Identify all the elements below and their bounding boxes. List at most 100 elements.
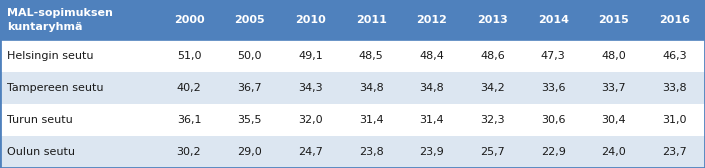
Text: 31,4: 31,4 — [419, 115, 444, 125]
Bar — [644, 0, 705, 40]
Bar — [341, 136, 401, 168]
Bar — [523, 72, 584, 104]
Bar — [159, 136, 219, 168]
Bar — [462, 0, 523, 40]
Text: 33,7: 33,7 — [601, 83, 626, 93]
Text: 22,9: 22,9 — [541, 147, 565, 157]
Text: 2014: 2014 — [538, 15, 569, 25]
Text: 2015: 2015 — [599, 15, 630, 25]
Text: 24,7: 24,7 — [298, 147, 323, 157]
Bar — [280, 104, 341, 136]
Bar — [644, 40, 705, 72]
Text: 30,4: 30,4 — [601, 115, 626, 125]
Text: 2010: 2010 — [295, 15, 326, 25]
Text: 24,0: 24,0 — [601, 147, 626, 157]
Bar — [584, 104, 644, 136]
Bar — [219, 104, 280, 136]
Text: 51,0: 51,0 — [177, 51, 201, 61]
Bar — [341, 104, 401, 136]
Text: Turun seutu: Turun seutu — [7, 115, 73, 125]
Text: 30,6: 30,6 — [541, 115, 565, 125]
Text: 48,0: 48,0 — [601, 51, 626, 61]
Bar — [401, 40, 462, 72]
Bar — [644, 136, 705, 168]
Bar — [523, 136, 584, 168]
Text: 34,2: 34,2 — [480, 83, 505, 93]
Bar — [159, 40, 219, 72]
Text: 48,5: 48,5 — [359, 51, 384, 61]
Text: 32,0: 32,0 — [298, 115, 323, 125]
Text: MAL-sopimuksen
kuntaryhmä: MAL-sopimuksen kuntaryhmä — [7, 8, 113, 32]
Text: 29,0: 29,0 — [238, 147, 262, 157]
Bar — [280, 72, 341, 104]
Bar — [462, 72, 523, 104]
Bar — [341, 0, 401, 40]
Text: Oulun seutu: Oulun seutu — [7, 147, 75, 157]
Text: 23,7: 23,7 — [662, 147, 687, 157]
Bar — [401, 136, 462, 168]
Text: 49,1: 49,1 — [298, 51, 323, 61]
Text: 31,4: 31,4 — [359, 115, 384, 125]
Bar — [584, 0, 644, 40]
Bar — [280, 40, 341, 72]
Bar — [644, 104, 705, 136]
Bar — [341, 72, 401, 104]
Text: 34,8: 34,8 — [419, 83, 444, 93]
Bar — [341, 40, 401, 72]
Text: 2012: 2012 — [417, 15, 447, 25]
Text: 35,5: 35,5 — [238, 115, 262, 125]
Bar — [0, 0, 159, 40]
Bar — [219, 136, 280, 168]
Bar — [462, 40, 523, 72]
Text: 2011: 2011 — [355, 15, 386, 25]
Bar — [280, 0, 341, 40]
Text: 2013: 2013 — [477, 15, 508, 25]
Text: 33,6: 33,6 — [541, 83, 565, 93]
Text: 47,3: 47,3 — [541, 51, 565, 61]
Bar — [401, 72, 462, 104]
Text: 36,1: 36,1 — [177, 115, 201, 125]
Bar — [462, 136, 523, 168]
Text: 2016: 2016 — [659, 15, 690, 25]
Text: 31,0: 31,0 — [663, 115, 687, 125]
Bar — [159, 104, 219, 136]
Text: 46,3: 46,3 — [662, 51, 687, 61]
Text: 23,8: 23,8 — [359, 147, 384, 157]
Bar — [523, 40, 584, 72]
Bar — [219, 0, 280, 40]
Bar — [0, 104, 159, 136]
Bar — [584, 40, 644, 72]
Text: 30,2: 30,2 — [177, 147, 202, 157]
Bar — [159, 0, 219, 40]
Text: Helsingin seutu: Helsingin seutu — [7, 51, 94, 61]
Text: 40,2: 40,2 — [177, 83, 202, 93]
Bar — [401, 0, 462, 40]
Text: Tampereen seutu: Tampereen seutu — [7, 83, 104, 93]
Text: 36,7: 36,7 — [238, 83, 262, 93]
Bar — [401, 104, 462, 136]
Text: 48,6: 48,6 — [480, 51, 505, 61]
Bar — [523, 104, 584, 136]
Bar — [0, 136, 159, 168]
Bar — [0, 40, 159, 72]
Bar — [523, 0, 584, 40]
Text: 2005: 2005 — [234, 15, 265, 25]
Text: 34,8: 34,8 — [359, 83, 384, 93]
Text: 48,4: 48,4 — [419, 51, 444, 61]
Text: 34,3: 34,3 — [298, 83, 323, 93]
Text: 33,8: 33,8 — [662, 83, 687, 93]
Text: 2000: 2000 — [173, 15, 204, 25]
Text: 23,9: 23,9 — [419, 147, 444, 157]
Bar — [0, 72, 159, 104]
Bar — [584, 72, 644, 104]
Bar — [159, 72, 219, 104]
Bar — [280, 136, 341, 168]
Bar — [462, 104, 523, 136]
Text: 32,3: 32,3 — [480, 115, 505, 125]
Text: 25,7: 25,7 — [480, 147, 505, 157]
Bar — [584, 136, 644, 168]
Bar — [219, 72, 280, 104]
Text: 50,0: 50,0 — [238, 51, 262, 61]
Bar — [644, 72, 705, 104]
Bar — [219, 40, 280, 72]
